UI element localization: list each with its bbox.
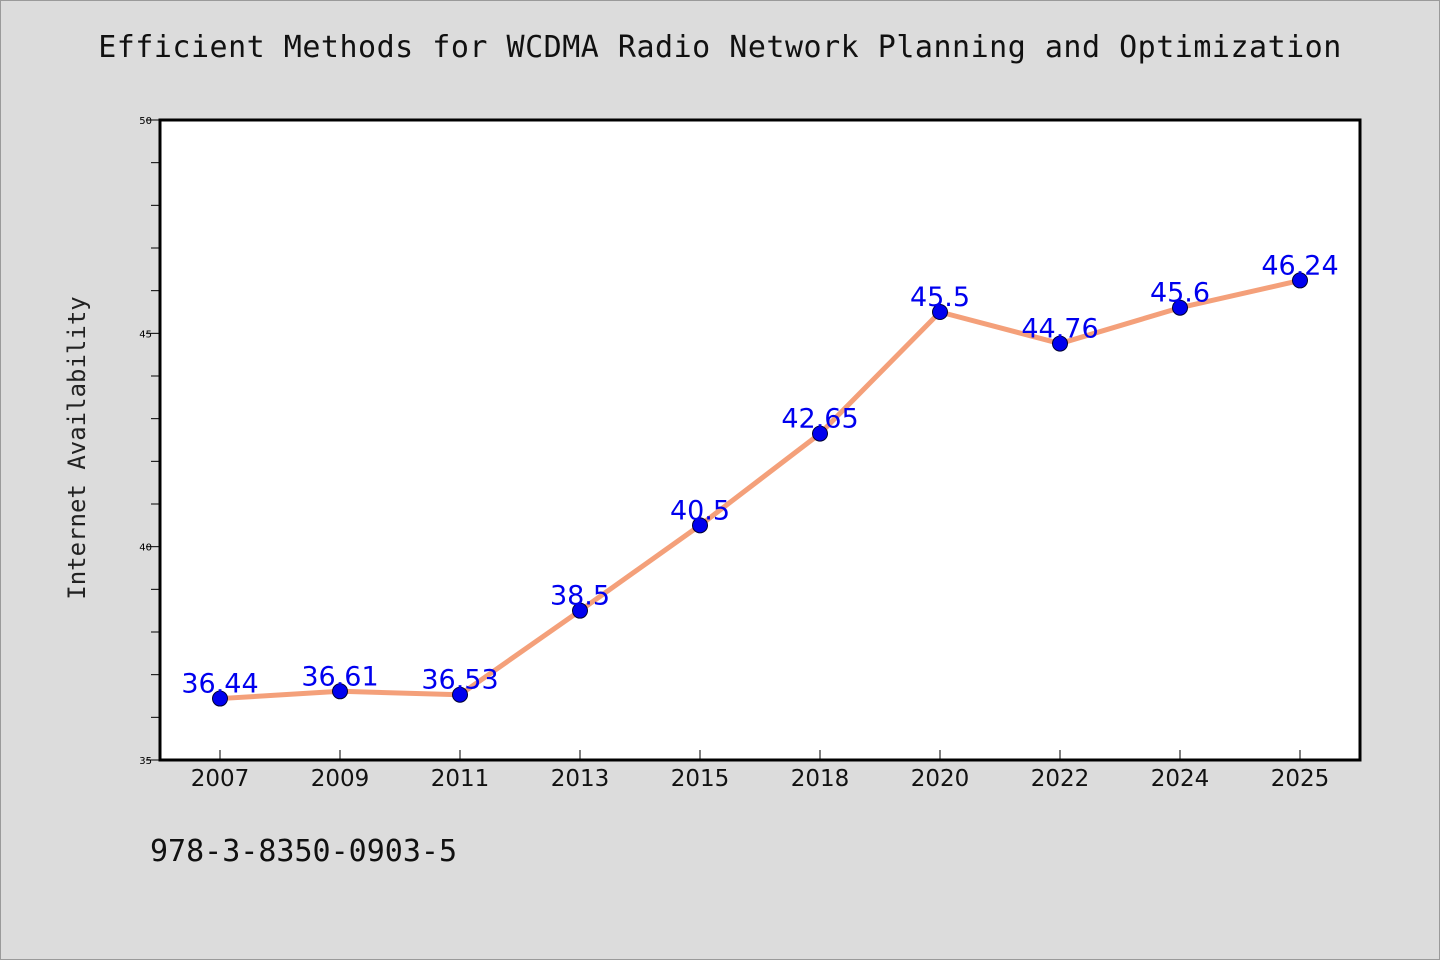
x-tick-label: 2007 [191, 766, 250, 792]
y-tick-label: 35 [139, 756, 152, 767]
data-point [1172, 299, 1188, 316]
x-tick-label: 2024 [1151, 766, 1210, 792]
data-point [452, 686, 468, 703]
y-tick-label: 45 [139, 329, 152, 340]
data-point [1052, 335, 1068, 352]
data-point [932, 304, 948, 320]
x-tick-label: 2011 [431, 766, 490, 792]
data-point [212, 690, 228, 707]
x-tick-label: 2025 [1271, 766, 1330, 792]
data-label: 38.5 [550, 581, 610, 612]
x-tick-label: 2015 [671, 766, 730, 792]
data-label: 36.53 [421, 665, 498, 696]
x-tick-label: 2013 [551, 766, 610, 792]
x-tick-label: 2022 [1031, 766, 1090, 792]
footnote-isbn: 978-3-8350-0903-5 [150, 834, 458, 869]
x-tick-label: 2009 [311, 766, 370, 792]
y-axis-ticks: 35 40 45 50 [139, 116, 160, 767]
data-label: 45.5 [910, 282, 970, 313]
x-tick-label: 2020 [911, 766, 970, 792]
data-label: 46.24 [1261, 250, 1338, 281]
data-point [332, 683, 348, 700]
data-point [812, 425, 828, 442]
data-label: 36.61 [301, 661, 378, 692]
chart-title: Efficient Methods for WCDMA Radio Networ… [98, 30, 1342, 65]
y-tick-label: 40 [139, 543, 152, 554]
y-tick-label: 50 [139, 116, 152, 127]
data-point [692, 517, 708, 534]
x-axis-ticks: 2007 2009 2011 2013 2015 2018 2020 2022 2024 2025 [191, 750, 1330, 792]
data-label: 45.6 [1150, 278, 1210, 309]
data-label: 40.5 [670, 495, 730, 526]
data-label: 44.76 [1021, 314, 1098, 345]
data-label: 36.44 [181, 669, 258, 700]
data-point [1292, 272, 1308, 289]
plot-area [158, 118, 1362, 762]
data-point [572, 602, 588, 619]
series-group: 36.44 36.61 36.53 38.5 40.5 42.65 45.5 44.76 45.… [181, 250, 1339, 707]
x-tick-label: 2018 [791, 766, 850, 792]
series-line [217, 277, 1303, 702]
data-label: 42.65 [781, 404, 858, 435]
